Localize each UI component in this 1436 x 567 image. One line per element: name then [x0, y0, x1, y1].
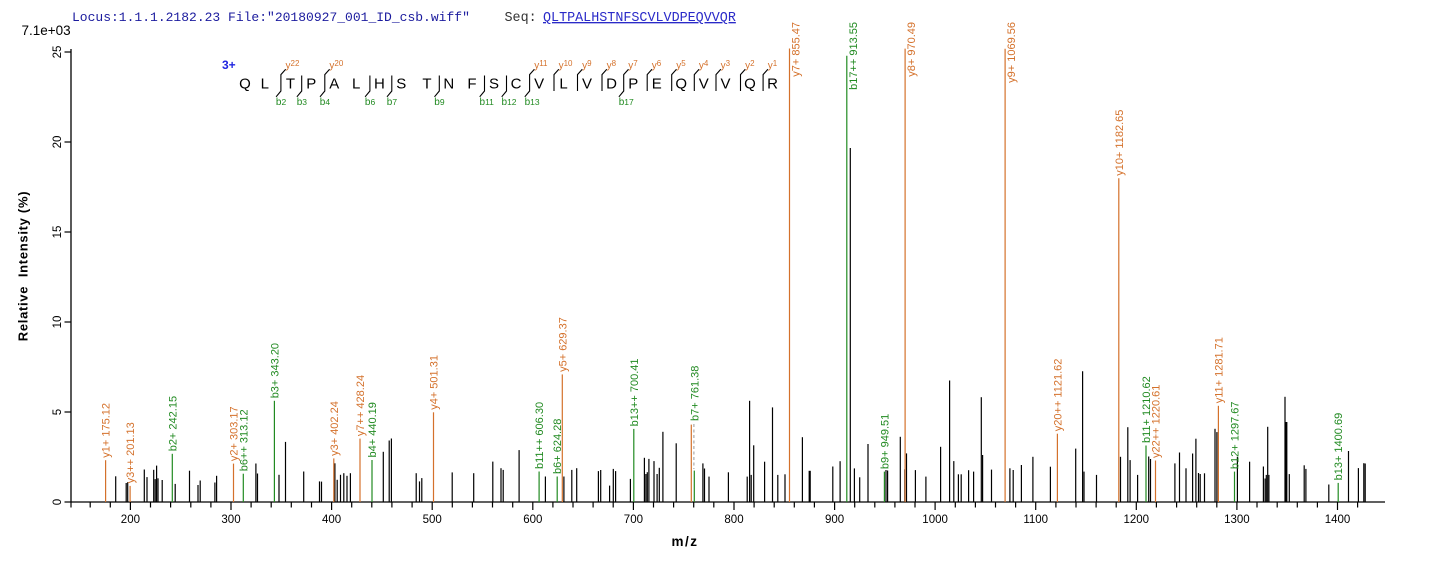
- svg-text:V: V: [699, 76, 709, 93]
- svg-text:y1: y1: [768, 59, 778, 72]
- svg-text:S: S: [396, 76, 406, 93]
- svg-text:1300: 1300: [1224, 514, 1250, 526]
- svg-text:D: D: [606, 76, 617, 93]
- svg-text:E: E: [652, 76, 662, 93]
- svg-text:b17++ 913.55: b17++ 913.55: [848, 22, 860, 90]
- svg-text:b11++ 606.30: b11++ 606.30: [534, 402, 546, 469]
- svg-text:b13++ 700.41: b13++ 700.41: [629, 358, 641, 426]
- svg-text:Seq:: Seq:: [505, 11, 537, 26]
- svg-text:y3++ 201.13: y3++ 201.13: [125, 422, 137, 483]
- svg-text:L: L: [352, 76, 360, 93]
- svg-text:T: T: [422, 76, 431, 93]
- svg-text:700: 700: [624, 514, 643, 526]
- svg-text:P: P: [628, 76, 638, 93]
- svg-text:b3: b3: [297, 97, 308, 108]
- svg-text:y2+ 303.17: y2+ 303.17: [229, 406, 241, 461]
- svg-text:b9: b9: [434, 97, 445, 108]
- svg-text:y4: y4: [699, 59, 709, 72]
- svg-text:y7+ 855.47: y7+ 855.47: [791, 22, 803, 77]
- svg-text:b3+ 343.20: b3+ 343.20: [269, 343, 281, 398]
- svg-text:300: 300: [221, 514, 240, 526]
- svg-text:m/z: m/z: [671, 534, 698, 549]
- svg-text:b2: b2: [276, 97, 287, 108]
- svg-text:y5: y5: [676, 59, 686, 72]
- svg-text:C: C: [511, 76, 522, 93]
- svg-text:F: F: [467, 76, 476, 93]
- svg-text:b6++ 313.12: b6++ 313.12: [238, 409, 250, 471]
- svg-text:y7++ 428.24: y7++ 428.24: [355, 375, 367, 436]
- svg-text:1200: 1200: [1124, 514, 1150, 526]
- svg-text:QLTPALHSTNFSCVLVDPEQVVQR: QLTPALHSTNFSCVLVDPEQVVQR: [543, 11, 736, 26]
- svg-text:b2+ 242.15: b2+ 242.15: [167, 396, 179, 451]
- svg-text:y9: y9: [582, 59, 592, 72]
- svg-text:L: L: [261, 76, 269, 93]
- svg-text:V: V: [582, 76, 592, 93]
- svg-text:b12: b12: [502, 97, 517, 108]
- svg-text:b6+ 624.28: b6+ 624.28: [552, 419, 564, 474]
- svg-text:b4+ 440.19: b4+ 440.19: [367, 402, 379, 457]
- svg-text:y11+ 1281.71: y11+ 1281.71: [1213, 337, 1225, 403]
- svg-text:y22++ 1220.61: y22++ 1220.61: [1151, 385, 1163, 458]
- svg-text:b11: b11: [480, 97, 495, 108]
- svg-text:L: L: [559, 76, 567, 93]
- svg-text:y3+ 402.24: y3+ 402.24: [329, 401, 341, 456]
- svg-text:y4+ 501.31: y4+ 501.31: [429, 355, 441, 410]
- svg-text:Q: Q: [744, 76, 756, 93]
- svg-text:600: 600: [523, 514, 542, 526]
- svg-text:V: V: [720, 76, 730, 93]
- svg-text:b17: b17: [619, 97, 634, 108]
- svg-text:b13: b13: [525, 97, 540, 108]
- svg-text:5: 5: [52, 409, 64, 415]
- svg-text:b7+ 761.38: b7+ 761.38: [689, 366, 701, 421]
- svg-text:y2: y2: [745, 59, 755, 72]
- svg-text:y6: y6: [652, 59, 662, 72]
- svg-text:N: N: [443, 76, 454, 93]
- svg-text:1400: 1400: [1325, 514, 1351, 526]
- svg-text:b9+ 949.51: b9+ 949.51: [879, 414, 891, 469]
- svg-text:T: T: [286, 76, 295, 93]
- svg-text:V: V: [534, 76, 544, 93]
- svg-text:b7: b7: [387, 97, 398, 108]
- svg-text:Q: Q: [239, 76, 251, 93]
- svg-text:b12+ 1297.67: b12+ 1297.67: [1230, 401, 1242, 469]
- svg-text:y20++ 1121.62: y20++ 1121.62: [1052, 359, 1064, 432]
- svg-text:500: 500: [423, 514, 442, 526]
- svg-text:Q: Q: [675, 76, 687, 93]
- svg-text:y8: y8: [607, 59, 617, 72]
- svg-text:15: 15: [52, 226, 64, 239]
- svg-text:25: 25: [52, 46, 64, 59]
- svg-text:7.1e+03: 7.1e+03: [22, 23, 71, 38]
- svg-text:0: 0: [52, 499, 64, 505]
- svg-text:R: R: [767, 76, 778, 93]
- svg-text:900: 900: [825, 514, 844, 526]
- svg-text:b11+ 1210.62: b11+ 1210.62: [1141, 376, 1153, 443]
- svg-text:b6: b6: [365, 97, 376, 108]
- svg-text:800: 800: [724, 514, 743, 526]
- svg-text:3+: 3+: [222, 58, 236, 72]
- svg-text:1100: 1100: [1023, 514, 1048, 526]
- svg-text:P: P: [306, 76, 316, 93]
- svg-text:y5+ 629.37: y5+ 629.37: [557, 317, 569, 372]
- svg-text:y10+ 1182.65: y10+ 1182.65: [1114, 110, 1126, 176]
- svg-text:y1+ 175.12: y1+ 175.12: [101, 403, 113, 458]
- svg-text:20: 20: [52, 136, 64, 149]
- svg-text:y3: y3: [721, 59, 731, 72]
- svg-text:y9+ 1069.56: y9+ 1069.56: [1006, 22, 1018, 83]
- svg-text:10: 10: [52, 316, 64, 329]
- svg-text:200: 200: [121, 514, 140, 526]
- svg-text:400: 400: [322, 514, 341, 526]
- svg-text:Locus:1.1.1.2182.23 File:"2018: Locus:1.1.1.2182.23 File:"20180927_001_I…: [72, 10, 470, 25]
- svg-text:b4: b4: [320, 97, 331, 108]
- svg-text:b13+ 1400.69: b13+ 1400.69: [1333, 413, 1345, 481]
- svg-text:A: A: [329, 76, 339, 93]
- svg-text:y7: y7: [628, 59, 638, 72]
- svg-text:1000: 1000: [922, 514, 948, 526]
- svg-text:S: S: [489, 76, 499, 93]
- svg-text:H: H: [374, 76, 385, 93]
- svg-text:Relative Intensity (%): Relative Intensity (%): [16, 191, 31, 341]
- svg-text:y8+ 970.49: y8+ 970.49: [906, 22, 918, 77]
